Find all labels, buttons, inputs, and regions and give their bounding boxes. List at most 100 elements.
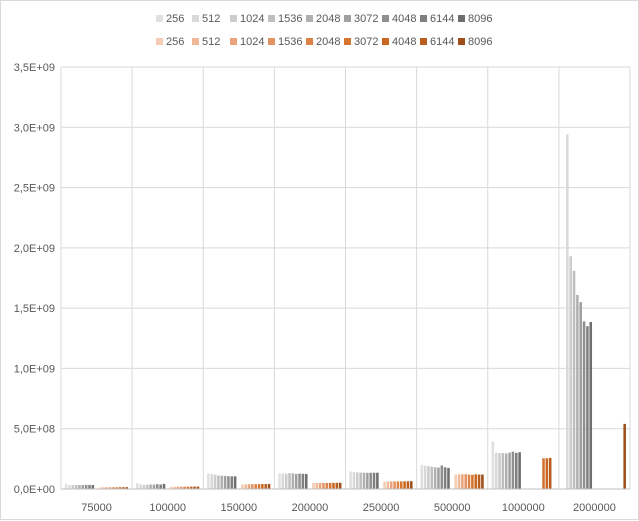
bar-grey-1536-2000000 — [572, 270, 576, 489]
bar-orange-8096-100000 — [196, 486, 200, 489]
bar-orange-256-100000 — [169, 486, 173, 489]
bar-orange-1536-250000 — [393, 481, 396, 489]
bar-orange-256-250000 — [383, 481, 386, 489]
bar-grey-3072-75000 — [81, 485, 85, 489]
y-tick-label: 3,5E+09 — [14, 62, 55, 74]
bar-grey-8096-75000 — [91, 485, 95, 489]
bar-grey-4048-100000 — [156, 484, 159, 489]
bar-grey-1536-100000 — [146, 484, 149, 489]
bar-orange-256-200000 — [312, 482, 315, 489]
bar-grey-4048-2000000 — [582, 321, 586, 489]
x-tick-label: 2000000 — [573, 502, 616, 514]
bar-orange-1536-500000 — [464, 474, 467, 489]
bar-grey-1536-250000 — [359, 472, 362, 489]
legend-swatch — [192, 38, 199, 45]
bar-orange-512-150000 — [244, 484, 247, 489]
bar-grey-3072-250000 — [366, 472, 369, 489]
bar-grey-4048-1000000 — [511, 451, 515, 489]
legend-label: 8096 — [468, 13, 492, 25]
bar-grey-2048-2000000 — [576, 294, 579, 489]
y-tick-label: 0,0E+00 — [14, 484, 55, 496]
bar-grey-256-200000 — [278, 473, 281, 489]
bar-orange-1024-75000 — [105, 487, 109, 489]
bar-grey-512-250000 — [352, 472, 356, 489]
bar-orange-2048-75000 — [112, 487, 115, 489]
bar-grey-8096-250000 — [376, 472, 379, 489]
bar-grey-2048-200000 — [291, 473, 295, 489]
legend-label: 512 — [202, 36, 220, 48]
bar-orange-3072-100000 — [186, 486, 190, 489]
legend-label: 1536 — [278, 13, 302, 25]
x-tick-label: 200000 — [292, 502, 329, 514]
legend-label: 8096 — [468, 36, 492, 48]
bar-grey-1536-500000 — [430, 466, 434, 489]
bar-orange-1536-100000 — [179, 486, 183, 489]
bar-grey-6144-100000 — [159, 484, 162, 489]
bar-orange-3072-250000 — [399, 481, 403, 489]
bar-grey-6144-200000 — [301, 473, 305, 489]
bar-grey-8096-100000 — [162, 483, 166, 489]
bar-grey-256-75000 — [64, 484, 68, 489]
bar-grey-512-1000000 — [494, 452, 498, 489]
bar-grey-8096-150000 — [233, 476, 237, 489]
bar-grey-4048-500000 — [440, 465, 444, 489]
bar-orange-1536-75000 — [108, 487, 112, 489]
x-tick-label: 250000 — [363, 502, 400, 514]
bar-orange-8096-75000 — [125, 487, 129, 489]
bar-grey-4048-150000 — [227, 476, 230, 489]
bar-grey-6144-1000000 — [515, 452, 518, 489]
bar-grey-8096-1000000 — [518, 452, 521, 489]
bar-grey-8096-2000000 — [589, 322, 593, 489]
bar-orange-6144-1000000 — [548, 457, 552, 489]
bar-grey-512-2000000 — [566, 134, 569, 489]
legend-label: 3072 — [354, 13, 378, 25]
legend-label: 4048 — [392, 36, 416, 48]
bar-orange-4048-250000 — [403, 481, 406, 489]
bar-grey-1536-150000 — [217, 475, 220, 489]
legend-swatch — [268, 15, 275, 22]
legend-label: 1536 — [278, 36, 302, 48]
bar-orange-8096-500000 — [481, 474, 484, 489]
bar-orange-4048-200000 — [332, 482, 335, 489]
bar-orange-4048-500000 — [474, 474, 478, 489]
bar-orange-6144-100000 — [193, 486, 196, 489]
bar-orange-6144-75000 — [122, 487, 125, 489]
bar-orange-8096-2000000 — [623, 423, 626, 489]
bar-grey-1024-500000 — [427, 466, 430, 489]
y-tick-label: 2,5E+09 — [14, 183, 55, 195]
legend-swatch — [420, 38, 427, 45]
bar-orange-6144-250000 — [406, 481, 410, 489]
legend-label: 6144 — [430, 13, 454, 25]
bar-grey-256-150000 — [207, 473, 210, 489]
bar-orange-3072-500000 — [471, 474, 474, 489]
y-tick-label: 5,0E+08 — [14, 424, 55, 436]
bar-grey-4048-75000 — [84, 484, 88, 489]
bar-orange-6144-500000 — [477, 474, 481, 489]
bar-grey-512-200000 — [281, 473, 285, 489]
bar-orange-2048-150000 — [254, 484, 257, 489]
bar-grey-256-250000 — [349, 471, 352, 489]
bar-orange-512-100000 — [173, 486, 176, 489]
bar-grey-8096-500000 — [447, 467, 450, 489]
bar-grey-512-100000 — [139, 484, 142, 489]
legend-label: 2048 — [316, 36, 340, 48]
x-tick-label: 1000000 — [502, 502, 545, 514]
bar-grey-1024-2000000 — [569, 256, 572, 489]
bar-grey-256-1000000 — [491, 441, 495, 489]
bar-grey-2048-150000 — [220, 475, 224, 489]
bar-grey-3072-1000000 — [508, 452, 511, 489]
legend-label: 6144 — [430, 36, 454, 48]
y-tick-label: 1,0E+09 — [14, 363, 55, 375]
legend-label: 1024 — [240, 36, 264, 48]
bar-orange-3072-150000 — [257, 484, 261, 489]
bar-orange-8096-200000 — [338, 482, 342, 489]
x-tick-label: 100000 — [149, 502, 186, 514]
bar-orange-256-75000 — [98, 487, 102, 489]
bar-orange-2048-250000 — [396, 481, 400, 489]
bar-grey-6144-150000 — [230, 476, 234, 489]
bar-orange-4048-150000 — [261, 484, 264, 489]
bar-orange-2048-500000 — [467, 474, 471, 489]
bar-grey-6144-2000000 — [586, 326, 589, 489]
bar-grey-4048-200000 — [298, 473, 301, 489]
